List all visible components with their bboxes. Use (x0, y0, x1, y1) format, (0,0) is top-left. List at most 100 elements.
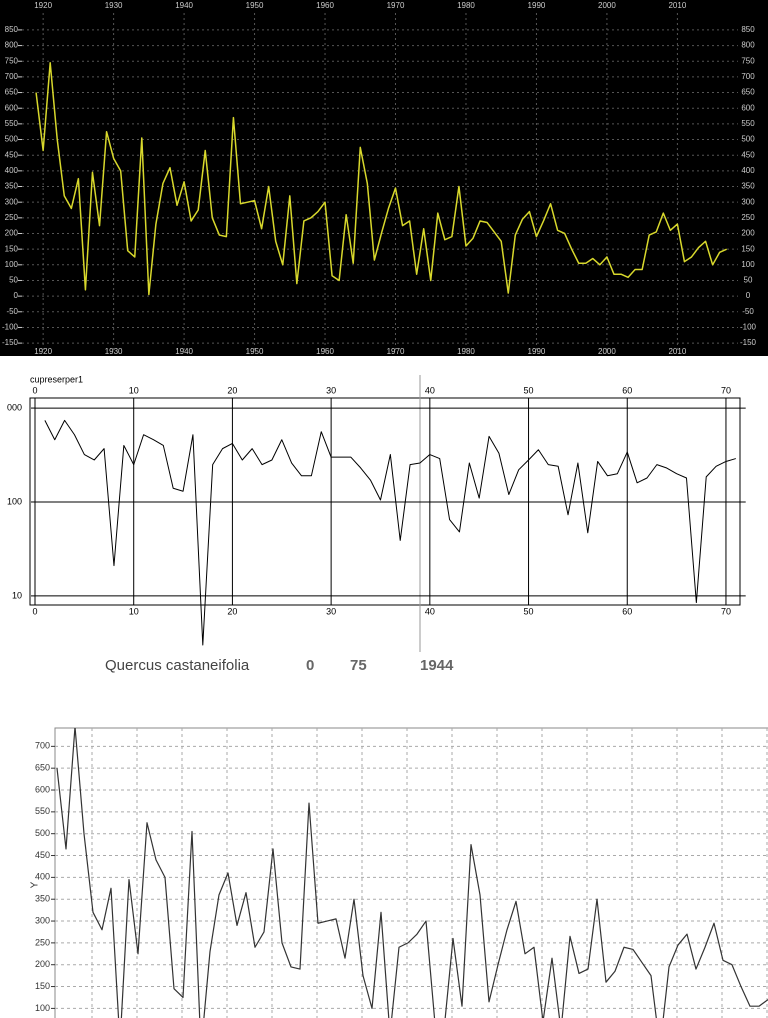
panel-2-title: cupreserper1 (30, 374, 83, 384)
x-tick-label: 50 (524, 606, 534, 616)
x-tick-label: 2000 (598, 1, 616, 10)
y-tick-label: 10 (12, 590, 22, 600)
x-tick-label: 50 (524, 385, 534, 395)
y-tick-label: 100 (5, 260, 19, 269)
y-tick-label: -100 (740, 323, 757, 332)
y-tick-label: 0 (14, 291, 19, 300)
x-tick-label: 70 (721, 385, 731, 395)
y-tick-label: 500 (35, 828, 50, 838)
y-tick-label: 200 (35, 959, 50, 969)
y-tick-label: -50 (742, 307, 754, 316)
y-tick-label: -150 (740, 338, 757, 347)
x-tick-label: 2010 (668, 347, 686, 356)
y-tick-label: 150 (35, 981, 50, 991)
x-tick-label: 1970 (387, 347, 405, 356)
y-tick-label: 400 (741, 166, 755, 175)
y-tick-label: 650 (35, 763, 50, 773)
x-tick-label: 1970 (387, 1, 405, 10)
y-tick-label: 450 (5, 150, 19, 159)
x-tick-label: 1940 (175, 347, 193, 356)
x-tick-label: 70 (721, 606, 731, 616)
x-tick-label: 20 (227, 606, 237, 616)
y-tick-label: -150 (2, 338, 19, 347)
x-tick-label: 30 (326, 606, 336, 616)
x-tick-label: 1960 (316, 347, 334, 356)
x-tick-label: 1950 (246, 1, 264, 10)
y-tick-label: 550 (5, 119, 19, 128)
x-tick-label: 1930 (105, 1, 123, 10)
y-tick-label: 700 (741, 72, 755, 81)
x-tick-label: 0 (32, 385, 37, 395)
y-tick-label: 300 (5, 197, 19, 206)
x-tick-label: 60 (622, 385, 632, 395)
y-tick-label: 0 (746, 291, 751, 300)
y-tick-label: -100 (2, 323, 19, 332)
y-tick-label: 250 (5, 213, 19, 222)
y-tick-label: 500 (741, 135, 755, 144)
x-tick-label: 60 (622, 606, 632, 616)
y-tick-label: 600 (741, 103, 755, 112)
x-tick-label: 1980 (457, 1, 475, 10)
y-tick-label: 550 (741, 119, 755, 128)
y-tick-label: 100 (7, 496, 22, 506)
x-tick-label: 40 (425, 606, 435, 616)
x-tick-label: 20 (227, 385, 237, 395)
y-tick-label: 150 (5, 244, 19, 253)
y-tick-label: 200 (5, 229, 19, 238)
y-tick-label: 350 (741, 182, 755, 191)
y-tick-label: 450 (741, 150, 755, 159)
x-tick-label: 10 (129, 606, 139, 616)
y-tick-label: 650 (741, 88, 755, 97)
y-tick-label: 450 (35, 850, 50, 860)
x-tick-label: 1950 (246, 347, 264, 356)
y-tick-label: -50 (6, 307, 18, 316)
x-tick-label: 30 (326, 385, 336, 395)
y-tick-label: 300 (35, 915, 50, 925)
y-tick-label: 50 (744, 276, 753, 285)
y-tick-label: 700 (35, 741, 50, 751)
y-tick-label: 850 (741, 25, 755, 34)
y-tick-label: 700 (5, 72, 19, 81)
y-tick-label: 550 (35, 806, 50, 816)
caption-field: 75 (350, 657, 367, 674)
y-tick-label: 650 (5, 88, 19, 97)
y-tick-label: 400 (5, 166, 19, 175)
series-line (44, 419, 736, 646)
y-tick-label: 750 (741, 56, 755, 65)
x-tick-label: 1960 (316, 1, 334, 10)
y-tick-label: 350 (35, 894, 50, 904)
panel-1-background (0, 0, 768, 356)
x-tick-label: 1920 (34, 1, 52, 10)
y-tick-label: 100 (35, 1003, 50, 1013)
caption-species: Quercus castaneifolia (105, 657, 250, 674)
y-tick-label: 000 (7, 402, 22, 412)
x-tick-label: 1990 (528, 1, 546, 10)
y-tick-label: 150 (741, 244, 755, 253)
series-line (35, 62, 728, 296)
x-tick-label: 1920 (34, 347, 52, 356)
y-tick-label: 800 (5, 41, 19, 50)
x-tick-label: 1930 (105, 347, 123, 356)
x-tick-label: 1940 (175, 1, 193, 10)
y-tick-label: 250 (741, 213, 755, 222)
y-tick-label: 400 (35, 872, 50, 882)
x-tick-label: 2000 (598, 347, 616, 356)
y-axis-label: Y (30, 881, 41, 888)
y-tick-label: 300 (741, 197, 755, 206)
y-tick-label: 200 (741, 229, 755, 238)
y-tick-label: 250 (35, 937, 50, 947)
y-tick-label: 850 (5, 25, 19, 34)
y-tick-label: 500 (5, 135, 19, 144)
y-tick-label: 750 (5, 56, 19, 65)
series-line (56, 728, 768, 1018)
y-tick-label: 50 (9, 276, 18, 285)
y-tick-label: 350 (5, 182, 19, 191)
x-tick-label: 1990 (528, 347, 546, 356)
x-tick-label: 10 (129, 385, 139, 395)
caption-field: 0 (306, 657, 314, 674)
x-tick-label: 2010 (668, 1, 686, 10)
x-tick-label: 40 (425, 385, 435, 395)
y-tick-label: 800 (741, 41, 755, 50)
